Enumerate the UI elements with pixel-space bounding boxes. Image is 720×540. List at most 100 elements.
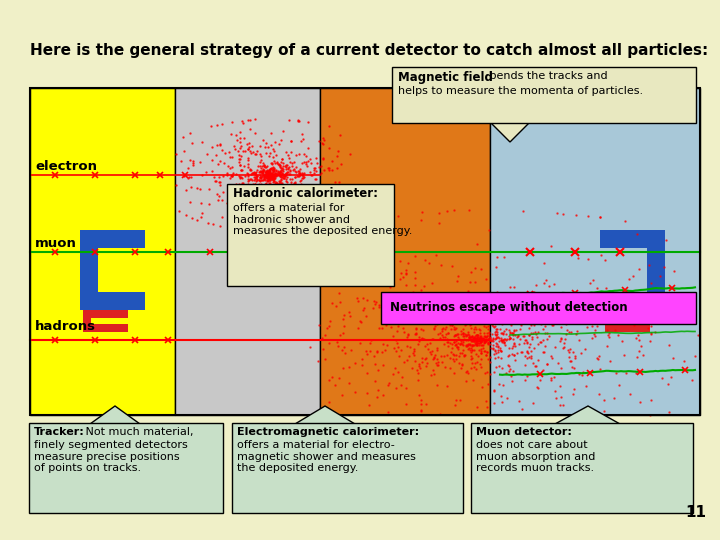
Point xyxy=(268,152,279,161)
Point xyxy=(393,352,405,360)
Point xyxy=(577,310,589,319)
Point xyxy=(274,168,286,177)
Point xyxy=(264,171,276,179)
Point xyxy=(448,350,459,359)
Point xyxy=(245,147,256,156)
Point xyxy=(276,179,287,187)
Point xyxy=(496,364,508,373)
Point xyxy=(397,300,408,308)
Point xyxy=(474,265,486,273)
Point xyxy=(488,386,500,394)
Point xyxy=(416,207,428,216)
Point xyxy=(497,329,508,338)
Point xyxy=(629,321,640,329)
Point xyxy=(269,138,281,146)
Point xyxy=(477,343,488,352)
Point xyxy=(474,335,486,344)
Point xyxy=(508,339,519,347)
Point xyxy=(634,347,645,355)
Point xyxy=(518,339,530,347)
Point xyxy=(287,191,299,200)
Point xyxy=(227,169,238,178)
Point xyxy=(210,151,222,160)
Point xyxy=(278,173,289,182)
Point xyxy=(588,329,600,338)
Point xyxy=(332,164,343,172)
Point xyxy=(490,363,501,372)
Point xyxy=(496,304,508,313)
Point xyxy=(259,172,271,180)
Point xyxy=(285,183,297,191)
Point xyxy=(479,322,490,330)
Point xyxy=(274,171,286,180)
Point xyxy=(489,335,500,344)
Point xyxy=(265,171,276,179)
Point xyxy=(336,391,348,400)
Point xyxy=(464,346,476,354)
Point xyxy=(253,191,264,199)
Point xyxy=(416,354,428,362)
Point xyxy=(517,332,528,340)
Point xyxy=(314,183,325,192)
Point xyxy=(472,358,483,367)
Point xyxy=(281,178,292,186)
Point xyxy=(498,335,510,343)
Point xyxy=(274,178,286,186)
Point xyxy=(631,230,643,238)
Point xyxy=(266,170,277,179)
Point xyxy=(280,160,292,169)
Point xyxy=(446,321,458,329)
Point xyxy=(343,308,354,316)
Point xyxy=(243,145,254,153)
Point xyxy=(294,164,306,173)
Point xyxy=(410,306,421,314)
Point xyxy=(458,300,469,309)
Point xyxy=(425,370,436,379)
Point xyxy=(443,329,454,338)
Point xyxy=(243,172,254,181)
Point xyxy=(233,151,245,159)
Bar xyxy=(647,230,665,310)
Point xyxy=(186,138,198,147)
Point xyxy=(564,357,576,366)
Point xyxy=(288,180,300,188)
Point xyxy=(545,352,557,361)
Point xyxy=(176,157,187,165)
Point xyxy=(463,344,474,353)
Point xyxy=(531,333,543,341)
Bar xyxy=(80,230,98,310)
Point xyxy=(274,177,285,186)
Point xyxy=(390,347,402,356)
Point xyxy=(334,298,346,307)
Bar xyxy=(80,230,145,248)
Point xyxy=(257,135,269,144)
Point xyxy=(254,150,266,158)
Point xyxy=(487,336,498,345)
Point xyxy=(268,166,279,174)
Point xyxy=(475,334,487,342)
Point xyxy=(233,181,244,190)
Point xyxy=(512,331,523,340)
Point xyxy=(658,262,670,271)
Point xyxy=(267,165,279,173)
Point xyxy=(302,143,313,152)
Point xyxy=(235,141,247,150)
Point xyxy=(458,309,469,318)
Point xyxy=(267,174,279,183)
Point xyxy=(490,334,502,342)
Point xyxy=(457,340,469,349)
Point xyxy=(448,369,459,377)
Point xyxy=(500,324,512,333)
Point xyxy=(249,181,261,190)
Point xyxy=(450,355,462,363)
Point xyxy=(450,317,462,326)
Point xyxy=(546,354,557,362)
Point xyxy=(265,171,276,179)
Point xyxy=(622,292,634,300)
Point xyxy=(224,148,235,157)
Point xyxy=(472,239,483,248)
Point xyxy=(383,253,395,262)
Point xyxy=(238,161,249,170)
Point xyxy=(355,318,366,327)
Point xyxy=(280,189,292,198)
